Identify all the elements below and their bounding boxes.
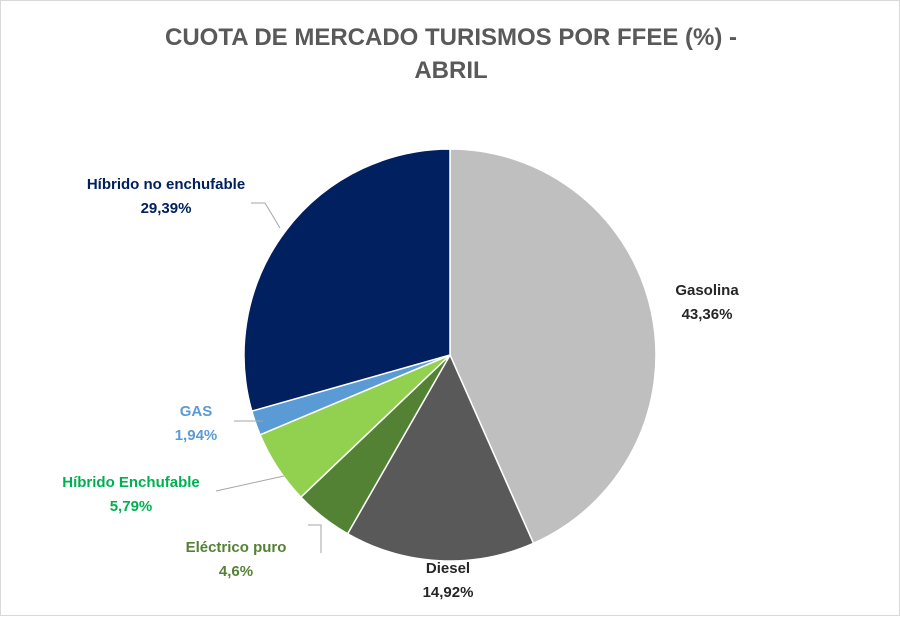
chart-title-line-2: ABRIL: [414, 57, 488, 84]
label-name-electrico: Eléctrico puro: [186, 539, 287, 556]
leader-line-hibrido-no-enchufable: [251, 202, 281, 229]
data-label-gas: GAS 1,94%: [175, 403, 218, 444]
label-value-gasolina: 43,36%: [682, 306, 733, 323]
label-value-hibrido-enchufable: 5,79%: [110, 498, 153, 515]
label-name-diesel: Diesel: [426, 560, 470, 577]
label-name-gasolina: Gasolina: [675, 282, 739, 299]
data-label-electrico: Eléctrico puro 4,6%: [186, 539, 287, 580]
label-name-hibrido-no-enchufable: Híbrido no enchufable: [87, 176, 245, 193]
data-label-hibrido-no-enchufable: Híbrido no enchufable 29,39%: [87, 176, 245, 217]
label-value-electrico: 4,6%: [219, 563, 253, 580]
leader-line-electrico: [308, 524, 322, 553]
slice-gasolina: [449, 148, 657, 545]
data-label-gasolina: Gasolina 43,36%: [675, 282, 739, 323]
label-value-hibrido-no-enchufable: 29,39%: [141, 200, 192, 217]
label-value-diesel: 14,92%: [423, 584, 474, 601]
data-label-hibrido-enchufable: Híbrido Enchufable 5,79%: [62, 474, 200, 515]
pie-slices: [243, 148, 657, 562]
chart-title: CUOTA DE MERCADO TURISMOS POR FFEE (%) -…: [1, 21, 900, 87]
chart-title-line-1: CUOTA DE MERCADO TURISMOS POR FFEE (%) -: [165, 24, 737, 51]
label-name-hibrido-enchufable: Híbrido Enchufable: [62, 474, 200, 491]
data-label-diesel: Diesel 14,92%: [423, 560, 474, 601]
label-value-gas: 1,94%: [175, 427, 218, 444]
leader-line-hibrido-enchufable: [215, 475, 285, 492]
slice-diesel: [346, 353, 535, 562]
slice-hibrido-no-enchufable: [243, 148, 451, 413]
label-name-gas: GAS: [180, 403, 213, 420]
